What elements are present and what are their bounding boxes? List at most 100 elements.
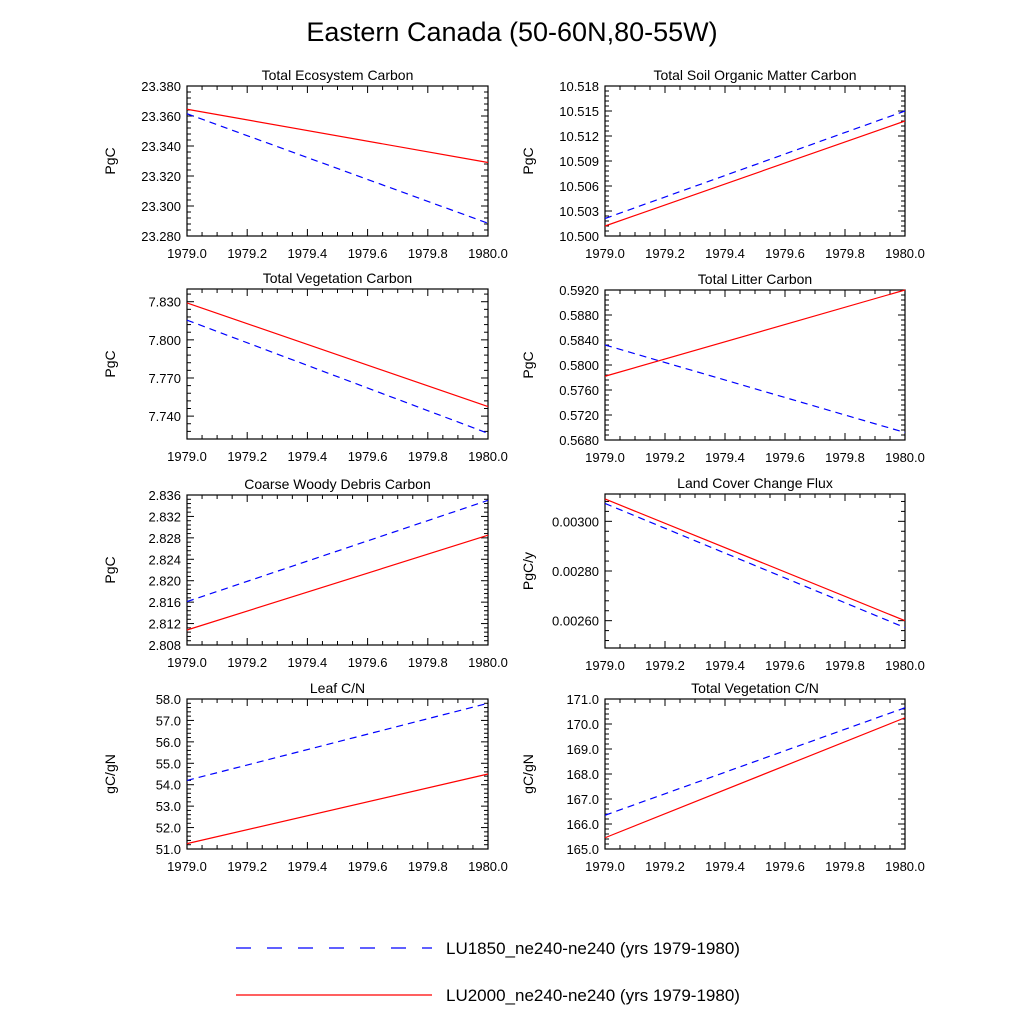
x-tick-label: 1979.6 xyxy=(348,859,388,874)
series-line-lu1850 xyxy=(186,499,489,603)
x-tick-label: 1979.6 xyxy=(348,246,388,261)
x-tick-label: 1980.0 xyxy=(468,246,508,261)
x-tick-label: 1979.6 xyxy=(765,450,805,465)
y-tick-label: 166.0 xyxy=(566,817,599,832)
panel-1: Total Ecosystem Carbon 1979.0 1979.2 1979.4… xyxy=(102,67,508,261)
y-tick-label: 0.00300 xyxy=(552,514,599,529)
y-tick-label: 2.816 xyxy=(148,595,181,610)
x-tick-label: 1979.2 xyxy=(645,658,685,673)
x-tick-label: 1980.0 xyxy=(885,658,925,673)
y-tick-label: 0.00280 xyxy=(552,564,599,579)
panel-frame xyxy=(604,85,906,237)
y-tick-label: 165.0 xyxy=(566,842,599,857)
y-tick-label: 10.512 xyxy=(559,129,599,144)
y-tick-label: 56.0 xyxy=(156,735,181,750)
x-tick-label: 1979.4 xyxy=(288,246,328,261)
y-tick-label: 52.0 xyxy=(156,821,181,836)
panel-frame xyxy=(186,698,489,850)
x-tick-label: 1979.4 xyxy=(288,859,328,874)
x-tick-label: 1979.8 xyxy=(825,450,865,465)
x-tick-label: 1979.2 xyxy=(227,246,267,261)
x-tick-label: 1979.0 xyxy=(167,655,207,670)
y-axis-label: gC/gN xyxy=(520,754,536,794)
figure-title: Eastern Canada (50-60N,80-55W) xyxy=(306,17,717,47)
panel-title: Land Cover Change Flux xyxy=(677,475,833,491)
x-tick-label: 1979.0 xyxy=(167,246,207,261)
series-line-lu2000 xyxy=(604,120,906,227)
x-tick-label: 1979.4 xyxy=(705,450,745,465)
panel-frame xyxy=(604,698,906,850)
y-tick-label: 2.812 xyxy=(148,617,181,632)
y-tick-label: 2.820 xyxy=(148,574,181,589)
y-tick-label: 53.0 xyxy=(156,799,181,814)
panel-3: Total Vegetation Carbon 1979.0 1979.2 1979.… xyxy=(102,270,508,464)
y-axis-label: PgC xyxy=(102,147,118,174)
x-tick-label: 1979.4 xyxy=(705,658,745,673)
y-tick-label: 58.0 xyxy=(156,692,181,707)
y-tick-label: 10.515 xyxy=(559,104,599,119)
y-tick-label: 10.503 xyxy=(559,204,599,219)
y-tick-label: 7.830 xyxy=(148,295,181,310)
y-tick-label: 167.0 xyxy=(566,792,599,807)
x-tick-label: 1979.0 xyxy=(585,859,625,874)
y-axis-label: gC/gN xyxy=(102,754,118,794)
x-tick-label: 1979.4 xyxy=(705,246,745,261)
panel-frame xyxy=(186,85,489,237)
panel-title: Total Litter Carbon xyxy=(698,271,812,287)
y-tick-label: 55.0 xyxy=(156,756,181,771)
y-tick-label: 54.0 xyxy=(156,778,181,793)
y-tick-label: 0.5680 xyxy=(559,433,599,448)
x-tick-label: 1979.0 xyxy=(585,450,625,465)
x-tick-label: 1979.8 xyxy=(408,655,448,670)
x-tick-label: 1980.0 xyxy=(885,246,925,261)
x-tick-label: 1979.0 xyxy=(585,246,625,261)
y-axis-label: PgC xyxy=(102,350,118,377)
y-tick-label: 169.0 xyxy=(566,742,599,757)
y-tick-label: 2.828 xyxy=(148,531,181,546)
series-line-lu2000 xyxy=(186,534,489,631)
y-tick-label: 7.770 xyxy=(148,371,181,386)
panel-frame xyxy=(186,288,489,440)
series-line-lu1850 xyxy=(604,502,906,629)
y-tick-label: 2.832 xyxy=(148,509,181,524)
series-line-lu2000 xyxy=(604,289,906,377)
panel-4: Total Litter Carbon 1979.0 1979.2 1979.4 197… xyxy=(520,271,925,465)
y-tick-label: 10.518 xyxy=(559,79,599,94)
x-tick-label: 1980.0 xyxy=(885,859,925,874)
x-tick-label: 1979.0 xyxy=(167,859,207,874)
y-tick-label: 23.340 xyxy=(141,139,181,154)
x-tick-label: 1979.2 xyxy=(645,450,685,465)
panel-7: Leaf C/N 1979.0 1979.2 1979.4 1979.6 1979.8 19… xyxy=(102,680,508,874)
x-tick-label: 1979.2 xyxy=(645,246,685,261)
y-tick-label: 10.506 xyxy=(559,179,599,194)
x-tick-label: 1979.2 xyxy=(227,449,267,464)
series-line-lu1850 xyxy=(604,110,906,220)
y-axis-label: PgC xyxy=(520,147,536,174)
y-tick-label: 7.740 xyxy=(148,409,181,424)
x-tick-label: 1979.6 xyxy=(765,246,805,261)
y-tick-label: 0.5920 xyxy=(559,283,599,298)
y-tick-label: 23.300 xyxy=(141,199,181,214)
y-tick-label: 0.5800 xyxy=(559,358,599,373)
x-tick-label: 1980.0 xyxy=(468,449,508,464)
x-tick-label: 1979.8 xyxy=(408,449,448,464)
y-tick-label: 168.0 xyxy=(566,767,599,782)
y-tick-label: 170.0 xyxy=(566,717,599,732)
y-tick-label: 2.808 xyxy=(148,638,181,653)
panel-5: Coarse Woody Debris Carbon 1979.0 1979.2 19… xyxy=(102,476,508,670)
y-tick-label: 23.280 xyxy=(141,229,181,244)
legend: LU1850_ne240-ne240 (yrs 1979-1980) LU200… xyxy=(236,939,740,1005)
x-tick-label: 1979.6 xyxy=(348,655,388,670)
y-tick-label: 7.800 xyxy=(148,333,181,348)
y-axis-label: PgC xyxy=(520,351,536,378)
y-tick-label: 51.0 xyxy=(156,842,181,857)
legend-label-lu1850: LU1850_ne240-ne240 (yrs 1979-1980) xyxy=(446,939,740,958)
panel-frame xyxy=(604,289,906,441)
y-tick-label: 23.380 xyxy=(141,79,181,94)
panel-title: Total Soil Organic Matter Carbon xyxy=(653,67,856,83)
panel-title: Coarse Woody Debris Carbon xyxy=(244,476,431,492)
series-line-lu1850 xyxy=(186,702,489,782)
y-tick-label: 2.836 xyxy=(148,488,181,503)
y-tick-label: 2.824 xyxy=(148,552,181,567)
